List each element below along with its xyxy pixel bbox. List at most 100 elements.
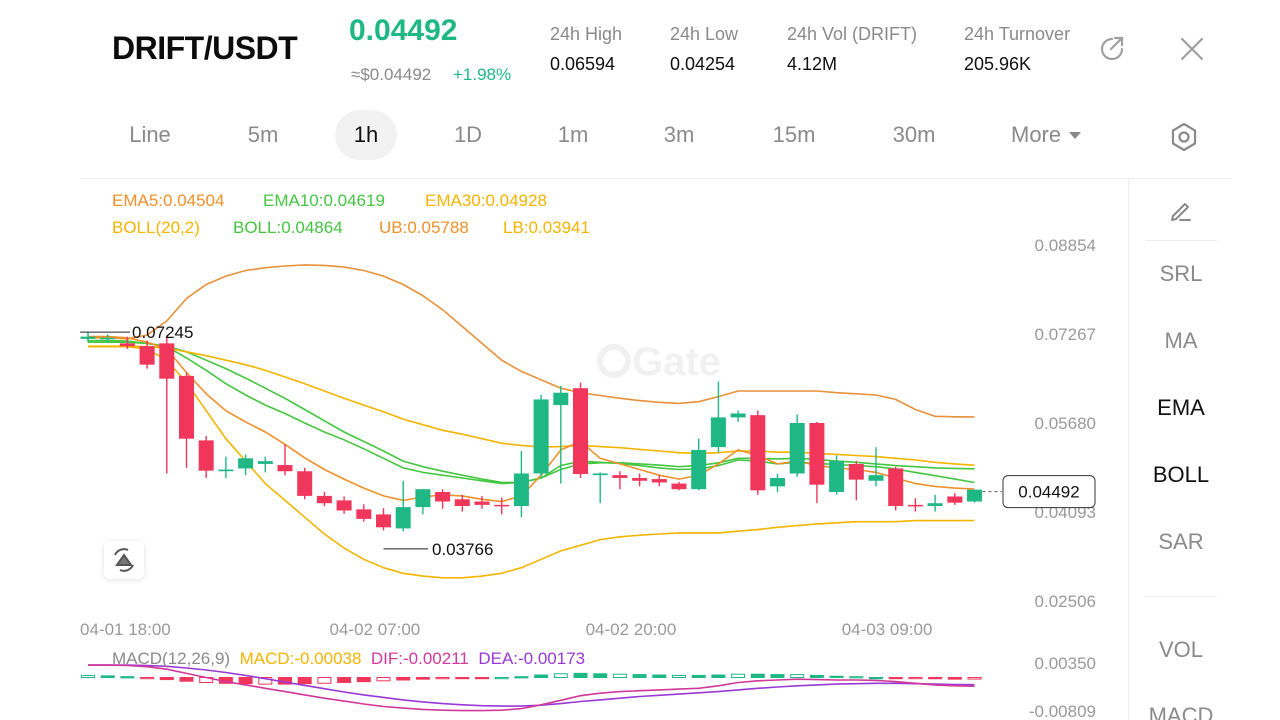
macd-params: MACD(12,26,9) <box>112 649 231 668</box>
boll-upper-line <box>88 264 975 418</box>
svg-text:Gate: Gate <box>632 340 721 384</box>
macd-histogram-bar <box>120 676 135 679</box>
candle-body <box>632 477 648 481</box>
time-axis-label: 04-02 07:00 <box>330 620 421 639</box>
macd-histogram-bar <box>593 673 608 678</box>
macd-histogram-bar <box>475 676 489 680</box>
divider <box>1145 240 1217 241</box>
candle-body <box>770 477 785 487</box>
legend-ema5: EMA5:0.04504 <box>112 191 225 210</box>
stat-label: 24h Turnover <box>964 24 1071 44</box>
timeframe-15m[interactable]: 15m <box>772 122 816 147</box>
pair-title: DRIFT/USDT <box>112 30 298 66</box>
current-price-label: 0.04492 <box>1018 483 1079 502</box>
macd-histogram-bar <box>140 676 155 680</box>
legend-lb: LB:0.03941 <box>503 218 590 237</box>
timeframe-30m[interactable]: 30m <box>892 122 936 147</box>
legend-boll: BOLL:0.04864 <box>233 218 343 237</box>
macd-dif-line <box>88 664 975 712</box>
macd-histogram-bar <box>455 676 470 680</box>
candle-body <box>198 440 214 471</box>
chart-settings-icon[interactable] <box>1168 121 1200 153</box>
candle-body <box>947 496 963 503</box>
candle-body <box>435 491 451 502</box>
macd-histogram-bar <box>829 675 844 678</box>
price-axis-label: 0.07267 <box>1035 325 1096 344</box>
candle-body <box>750 415 766 491</box>
high-marker-label: 0.07245 <box>132 323 193 342</box>
price-change: +1.98% <box>453 65 512 84</box>
candle-body <box>907 504 923 507</box>
candle-body <box>376 514 391 528</box>
macd-histogram-bar <box>711 674 726 678</box>
time-axis-label: 04-01 18:00 <box>80 620 171 639</box>
macd-histogram-bar <box>514 676 529 679</box>
candle-body <box>395 507 411 529</box>
macd-histogram-bar <box>731 673 746 678</box>
macd-dea: DEA:-0.00173 <box>478 649 586 668</box>
edit-drawing-button[interactable] <box>1129 197 1233 227</box>
timeframe-line[interactable]: Line <box>129 122 171 147</box>
candle-body <box>513 473 529 506</box>
macd-histogram-bar <box>376 676 391 682</box>
macd-value: MACD:-0.00038 <box>239 649 362 668</box>
macd-histogram-bar <box>809 674 824 678</box>
macd-histogram-bar <box>888 676 903 680</box>
gate-watermark: Gate <box>597 340 721 384</box>
macd-histogram-bar <box>415 676 430 680</box>
more-label: More <box>1011 122 1062 147</box>
macd-histogram-bar <box>750 673 765 678</box>
candle-body <box>277 465 293 472</box>
candle-body <box>80 336 96 339</box>
candle-body <box>868 475 884 481</box>
candle-body <box>119 343 135 347</box>
candle-body <box>297 471 313 496</box>
macd-histogram-bar <box>238 676 253 685</box>
chart-lock-button[interactable] <box>104 541 144 579</box>
candle-body <box>710 417 726 448</box>
candle-body <box>179 375 194 439</box>
timeframe-5m[interactable]: 5m <box>247 122 279 147</box>
timeframe-more-dropdown[interactable]: More <box>1011 110 1082 160</box>
timeframe-1h[interactable]: 1h <box>335 110 397 160</box>
indicator-srl[interactable]: SRL <box>1159 261 1203 286</box>
timeframe-1d[interactable]: 1D <box>453 122 483 147</box>
stat-24h-turnover: 24h Turnover 205.96K <box>964 24 1086 75</box>
candle-body <box>139 346 155 365</box>
indicator-ema[interactable]: EMA <box>1157 395 1205 420</box>
macd-histogram-bar <box>435 676 450 680</box>
macd-histogram-bar <box>396 676 411 681</box>
candle-body <box>100 337 116 340</box>
pencil-icon <box>1171 203 1191 221</box>
ema10-line <box>88 339 975 485</box>
boll-lower-line <box>88 345 975 579</box>
time-axis-label: 04-02 20:00 <box>586 620 677 639</box>
candle-body <box>159 343 175 379</box>
stat-value: 205.96K <box>964 54 1032 74</box>
macd-histogram-bar <box>967 676 982 680</box>
candle-body <box>592 473 608 476</box>
kline-canvas: Gate 0.088540.072670.056800.040930.02506… <box>80 236 1096 720</box>
indicator-ma[interactable]: MA <box>1164 328 1198 353</box>
usd-price: ≈$0.04492 <box>351 65 432 84</box>
indicator-boll[interactable]: BOLL <box>1152 462 1210 487</box>
macd-histogram-bar <box>612 673 627 678</box>
legend-boll-params: BOLL(20,2) <box>112 218 200 237</box>
price-axis-label: 0.02506 <box>1035 592 1096 611</box>
stat-24h-high: 24h High 0.06594 <box>550 24 622 75</box>
legend-ub: UB:0.05788 <box>379 218 469 237</box>
last-price: 0.04492 <box>349 14 458 47</box>
indicator-vol[interactable]: VOL <box>1158 637 1204 662</box>
share-icon[interactable] <box>1097 34 1127 64</box>
timeframe-1m[interactable]: 1m <box>557 122 589 147</box>
indicator-sar[interactable]: SAR <box>1158 529 1204 554</box>
macd-histogram-bar <box>100 675 115 678</box>
candle-body <box>356 509 372 519</box>
kline-chart[interactable]: EMA5:0.04504 EMA10:0.04619 EMA30:0.04928… <box>80 178 1128 720</box>
divider <box>1145 596 1217 597</box>
timeframe-3m[interactable]: 3m <box>663 122 695 147</box>
macd-histogram-bar <box>573 672 588 678</box>
legend-ema30: EMA30:0.04928 <box>425 191 547 210</box>
indicator-macd[interactable]: MACD <box>1148 703 1214 720</box>
close-icon[interactable] <box>1177 34 1207 64</box>
